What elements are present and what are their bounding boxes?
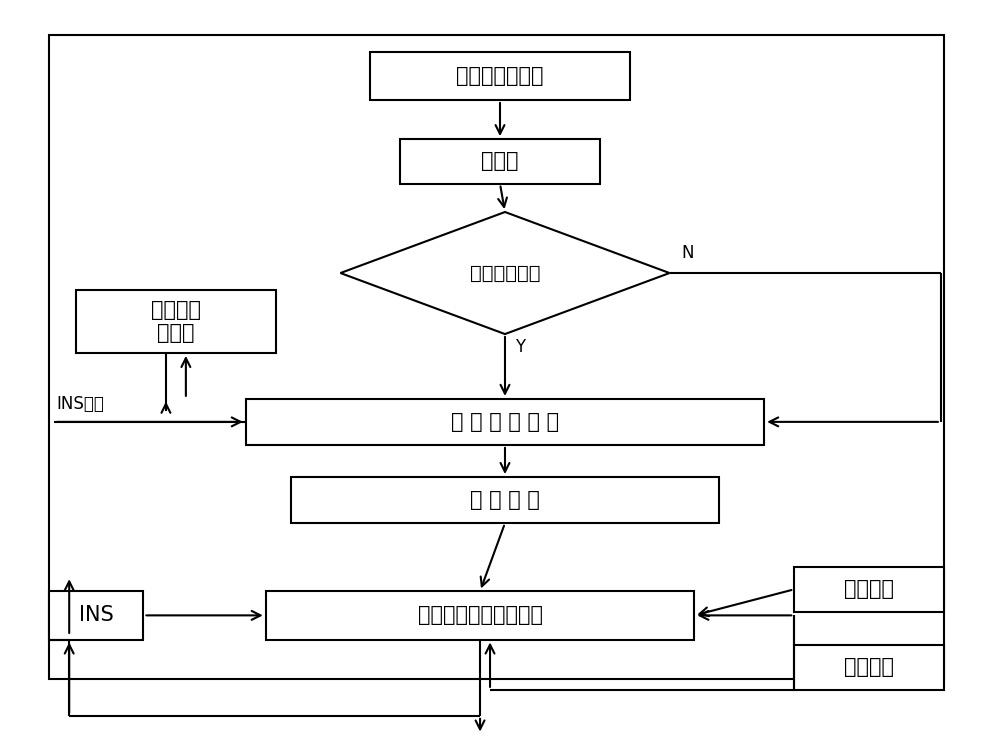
Text: 海底地形
数据库: 海底地形 数据库 [151, 300, 201, 343]
Text: 重力匹配: 重力匹配 [844, 580, 894, 599]
FancyBboxPatch shape [49, 591, 143, 639]
Text: 可匹配性判别: 可匹配性判别 [470, 264, 540, 282]
FancyBboxPatch shape [370, 52, 630, 100]
Text: 地 形 匹 配 解 算: 地 形 匹 配 解 算 [451, 412, 559, 432]
Text: 磁力匹配: 磁力匹配 [844, 657, 894, 678]
Text: INS信息: INS信息 [56, 395, 104, 413]
FancyBboxPatch shape [76, 290, 276, 353]
Text: 海底地形传感器: 海底地形传感器 [456, 66, 544, 86]
FancyBboxPatch shape [794, 567, 944, 612]
Polygon shape [340, 212, 670, 334]
FancyBboxPatch shape [266, 591, 694, 639]
FancyBboxPatch shape [794, 645, 944, 689]
Text: INS: INS [79, 605, 114, 625]
FancyBboxPatch shape [400, 139, 600, 184]
Text: 预处理: 预处理 [481, 152, 519, 171]
Text: 性 能 评 估: 性 能 评 估 [470, 490, 540, 510]
FancyBboxPatch shape [246, 399, 764, 445]
Text: N: N [681, 244, 694, 262]
Text: Y: Y [515, 338, 525, 356]
Text: 无源导航信息智能融合: 无源导航信息智能融合 [418, 605, 543, 625]
FancyBboxPatch shape [291, 477, 719, 523]
